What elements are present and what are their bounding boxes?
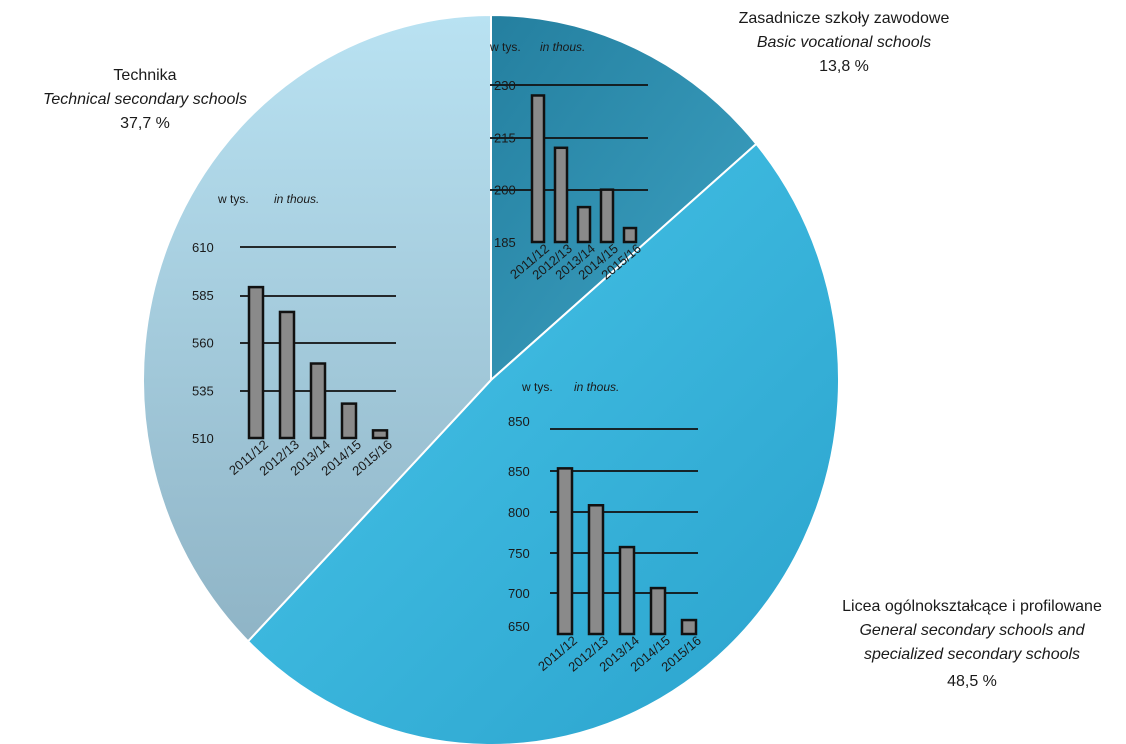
unit-label-pl: w tys. xyxy=(489,40,521,54)
pie-slice-zasadnicze xyxy=(490,13,758,383)
unit-label-pl: w tys. xyxy=(521,380,553,394)
bar-2015-16 xyxy=(680,618,698,636)
y-tick-label: 700 xyxy=(508,586,530,601)
bar-2011-12 xyxy=(247,285,265,440)
y-tick-label: 200 xyxy=(494,183,516,198)
y-tick-label: 560 xyxy=(192,336,214,351)
y-tick-label: 535 xyxy=(192,383,214,398)
unit-label-en: in thous. xyxy=(540,40,585,54)
y-tick-label: 185 xyxy=(494,235,516,250)
bar-2014-15 xyxy=(599,188,615,244)
y-tick-label: 800 xyxy=(508,505,530,520)
unit-label-pl: w tys. xyxy=(217,192,249,206)
slice-label-en-line2: specialized secondary schools xyxy=(864,646,1080,663)
y-tick-label: 510 xyxy=(192,431,214,446)
unit-label-en: in thous. xyxy=(274,192,319,206)
slice-label-zasadnicze: Zasadnicze szkoły zawodowe Basic vocatio… xyxy=(739,10,950,75)
y-tick-label: 850 xyxy=(508,464,530,479)
y-tick-label: 230 xyxy=(494,78,516,93)
pie-slice-licea xyxy=(246,142,840,744)
y-tick-label: 650 xyxy=(508,619,530,634)
bar-2015-16 xyxy=(371,429,389,440)
slice-value: 48,5 % xyxy=(947,673,997,690)
bar-2014-15 xyxy=(340,402,358,440)
bar-2012-13 xyxy=(278,310,296,440)
y-tick-label: 215 xyxy=(494,130,516,145)
slice-label-licea: Licea ogólnokształcące i profilowane Gen… xyxy=(842,598,1102,690)
bar-2012-13 xyxy=(553,146,569,244)
unit-label-en: in thous. xyxy=(574,380,619,394)
bar-2012-13 xyxy=(587,504,605,636)
pie-slice-technika xyxy=(142,13,492,643)
bar-2013-14 xyxy=(309,362,327,440)
slice-label-pl: Licea ogólnokształcące i profilowane xyxy=(842,598,1102,615)
slice-label-pl: Zasadnicze szkoły zawodowe xyxy=(739,10,950,27)
y-tick-label: 610 xyxy=(192,240,214,255)
bar-2011-12 xyxy=(530,94,546,244)
bar-2015-16 xyxy=(622,226,638,244)
y-tick-label: 750 xyxy=(508,546,530,561)
slice-label-en: Basic vocational schools xyxy=(757,34,931,51)
y-tick-label: 850 xyxy=(508,414,530,429)
bar-2013-14 xyxy=(576,205,592,244)
slice-label-en-line1: General secondary schools and xyxy=(859,622,1085,639)
y-tick-label: 585 xyxy=(192,288,214,303)
slice-value: 37,7 % xyxy=(120,115,170,132)
bar-2014-15 xyxy=(649,586,667,636)
slice-label-technika: Technika Technical secondary schools 37,… xyxy=(43,67,247,132)
slice-label-pl: Technika xyxy=(113,67,176,84)
bar-2011-12 xyxy=(556,467,574,636)
slice-label-en: Technical secondary schools xyxy=(43,91,247,108)
pie-chart xyxy=(142,13,840,744)
slice-value: 13,8 % xyxy=(819,58,869,75)
bar-2013-14 xyxy=(618,545,636,636)
